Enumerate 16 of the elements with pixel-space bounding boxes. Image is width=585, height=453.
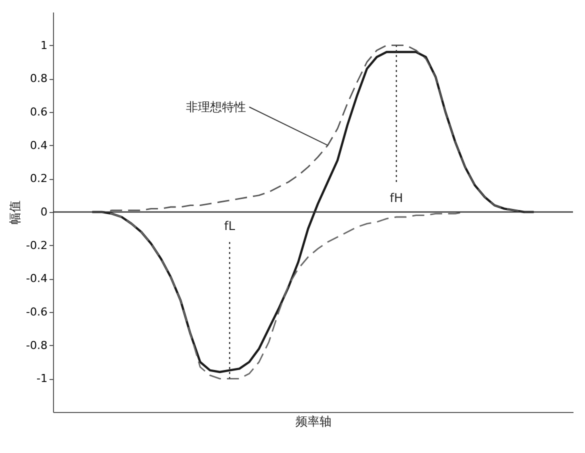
y-tick-label: -1 xyxy=(36,372,48,386)
y-tick-label: 1 xyxy=(40,38,48,52)
x-axis-title: 频率轴 xyxy=(296,414,332,428)
y-tick-label: 0.6 xyxy=(30,106,48,118)
y-tick-label: 0 xyxy=(40,206,48,218)
annotation: fL xyxy=(224,219,236,233)
y-tick-label: -0.4 xyxy=(26,272,48,286)
y-tick-label: -0.2 xyxy=(26,238,48,252)
annotation: fH xyxy=(390,191,404,205)
y-axis-title: 幅值 xyxy=(8,200,22,224)
y-tick-label: -0.8 xyxy=(26,338,48,352)
y-tick-label: 0.4 xyxy=(30,138,48,152)
y-tick-label: 0.2 xyxy=(30,172,48,186)
y-tick-label: -0.6 xyxy=(26,306,48,318)
y-tick-label: 0.8 xyxy=(30,72,48,86)
annotation: 非理想特性 xyxy=(186,100,246,114)
